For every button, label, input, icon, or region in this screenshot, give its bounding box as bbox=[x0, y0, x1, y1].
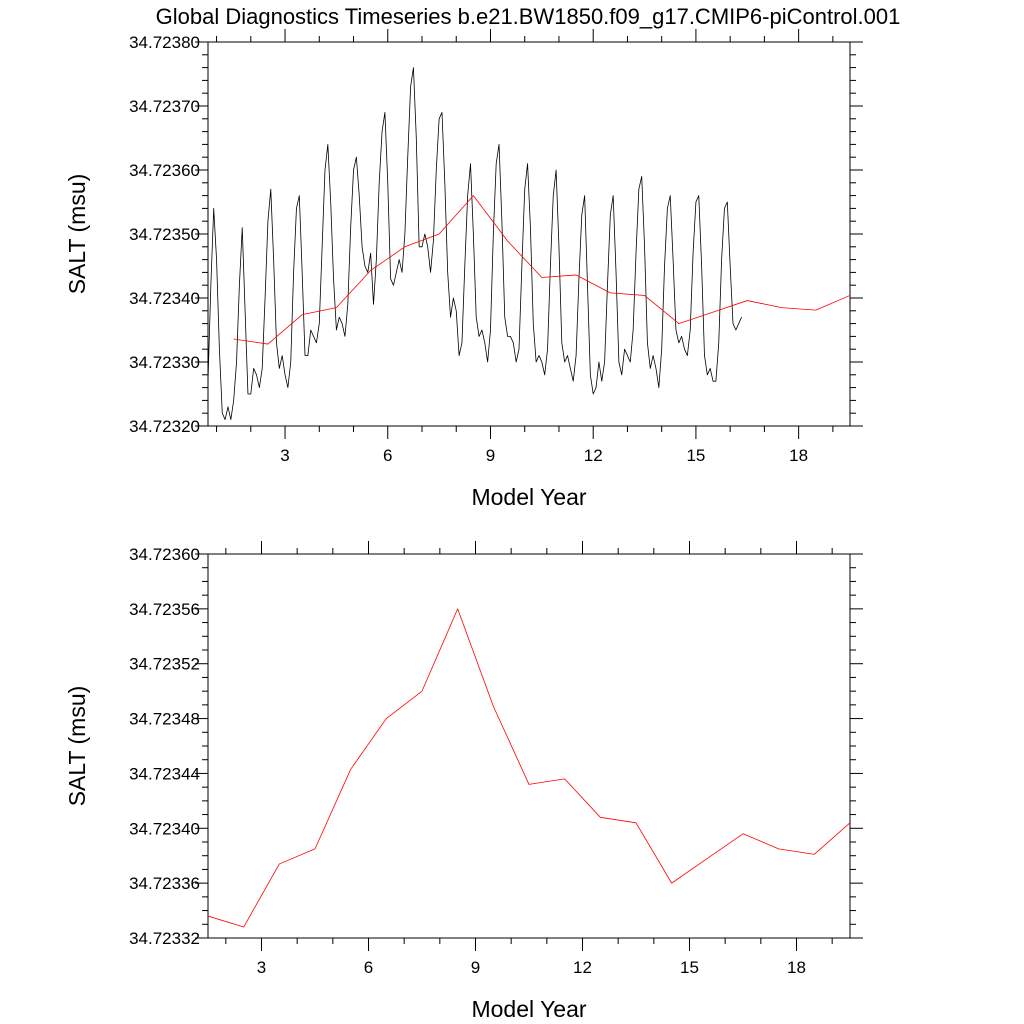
plot-frame bbox=[207, 553, 851, 939]
y-tick-label: 34.72330 bbox=[129, 353, 200, 372]
y-tick-label: 34.72320 bbox=[129, 417, 200, 436]
x-axis-label: Model Year bbox=[471, 484, 586, 510]
x-tick-label: 15 bbox=[680, 958, 699, 977]
x-tick-label: 3 bbox=[280, 446, 289, 465]
x-tick-label: 3 bbox=[257, 958, 266, 977]
y-tick-label: 34.72356 bbox=[129, 600, 200, 619]
x-tick-label: 12 bbox=[584, 446, 603, 465]
y-tick-label: 34.72344 bbox=[129, 764, 200, 783]
figure-title: Global Diagnostics Timeseries b.e21.BW18… bbox=[156, 4, 901, 29]
bottom-panel: 3 6 9 12 15 18 34.72332 34.72336 34.72340 34.7234… bbox=[64, 541, 863, 1022]
y-tick-label: 34.72340 bbox=[129, 289, 200, 308]
y-tick-label: 34.72350 bbox=[129, 225, 200, 244]
x-tick-label: 9 bbox=[486, 446, 495, 465]
y-tick-label: 34.72332 bbox=[129, 929, 200, 948]
y-axis-label: SALT (msu) bbox=[64, 174, 90, 295]
x-tick-label: 6 bbox=[383, 446, 392, 465]
y-tick-label: 34.72370 bbox=[129, 97, 200, 116]
x-tick-label: 12 bbox=[573, 958, 592, 977]
y-tick-label: 34.72340 bbox=[129, 819, 200, 838]
x-tick-label: 18 bbox=[787, 958, 806, 977]
x-tick-label: 6 bbox=[364, 958, 373, 977]
x-tick-label: 9 bbox=[471, 958, 480, 977]
y-axis-label: SALT (msu) bbox=[64, 686, 90, 807]
y-tick-label: 34.72352 bbox=[129, 655, 200, 674]
y-tick-label: 34.72336 bbox=[129, 874, 200, 893]
x-tick-label: 18 bbox=[789, 446, 808, 465]
x-axis-label: Model Year bbox=[471, 996, 586, 1022]
y-tick-label: 34.72380 bbox=[129, 33, 200, 52]
plot-frame bbox=[207, 41, 851, 427]
monthly-series-line bbox=[207, 67, 742, 421]
x-tick-label: 15 bbox=[686, 446, 705, 465]
y-tick-label: 34.72360 bbox=[129, 161, 200, 180]
annual-mean-series-line bbox=[233, 195, 851, 345]
annual-mean-series-line bbox=[207, 608, 851, 928]
y-tick-label: 34.72360 bbox=[129, 545, 200, 564]
y-tick-label: 34.72348 bbox=[129, 710, 200, 729]
top-panel: 3 6 9 12 15 18 34.72320 34.72330 34.72340 34.7235… bbox=[64, 29, 863, 510]
